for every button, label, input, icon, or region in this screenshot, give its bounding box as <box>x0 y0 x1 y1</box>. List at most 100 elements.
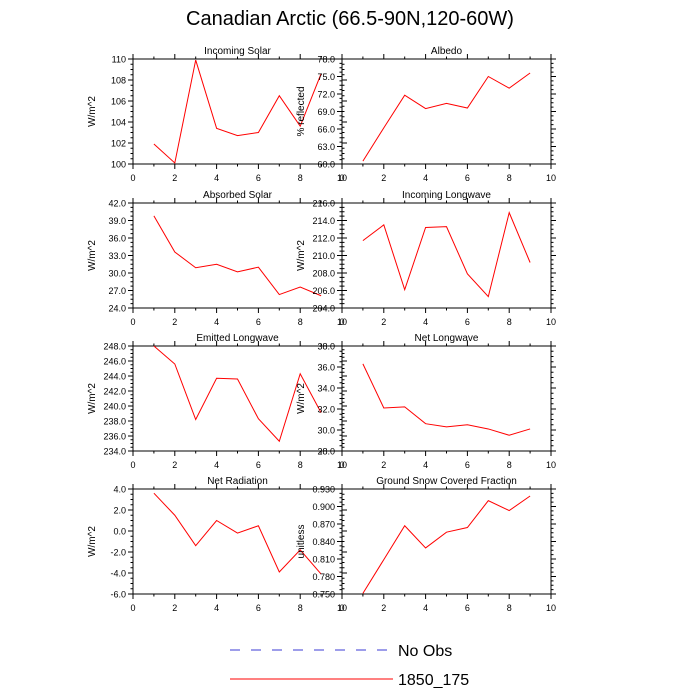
x-tick-label: 2 <box>381 603 386 613</box>
x-tick-label: 6 <box>256 603 261 613</box>
page-title: Canadian Arctic (66.5-90N,120-60W) <box>186 8 514 30</box>
y-tick-label: -4.0 <box>110 569 126 579</box>
y-tick-label: 0.930 <box>312 485 335 495</box>
panel-title: Albedo <box>431 46 463 57</box>
x-tick-label: 4 <box>423 173 428 183</box>
y-tick-label: 27.0 <box>108 286 126 296</box>
y-axis-label: W/m^2 <box>87 96 98 127</box>
y-tick-label: 248.0 <box>103 342 126 352</box>
y-tick-label: 0.750 <box>312 590 335 600</box>
y-tick-label: 0.810 <box>312 555 335 565</box>
x-tick-label: 4 <box>214 603 219 613</box>
x-tick-label: 0 <box>339 460 344 470</box>
y-tick-label: 246.0 <box>103 357 126 367</box>
y-tick-label: 0.900 <box>312 502 335 512</box>
x-tick-label: 2 <box>172 173 177 183</box>
x-tick-label: 8 <box>298 460 303 470</box>
y-tick-label: 106 <box>111 97 126 107</box>
y-tick-label: 0.840 <box>312 537 335 547</box>
x-tick-label: 6 <box>465 460 470 470</box>
x-tick-label: 0 <box>339 173 344 183</box>
series-line <box>153 59 322 164</box>
series-line <box>362 72 531 162</box>
x-tick-label: 6 <box>465 603 470 613</box>
y-tick-label: 236.0 <box>103 432 126 442</box>
x-tick-label: 10 <box>546 460 556 470</box>
y-tick-label: 206.0 <box>312 286 335 296</box>
y-tick-label: 240.0 <box>103 402 126 412</box>
y-tick-label: 63.0 <box>317 142 335 152</box>
x-tick-label: 0 <box>339 603 344 613</box>
x-tick-label: 6 <box>465 173 470 183</box>
y-tick-label: 42.0 <box>108 199 126 209</box>
x-tick-label: 2 <box>172 460 177 470</box>
x-tick-label: 6 <box>256 317 261 327</box>
series-line <box>153 215 322 297</box>
series-line <box>362 495 531 594</box>
y-tick-label: 234.0 <box>103 447 126 457</box>
y-tick-label: 210.0 <box>312 251 335 261</box>
x-tick-label: 10 <box>546 173 556 183</box>
y-tick-label: 214.0 <box>312 216 335 226</box>
x-tick-label: 4 <box>423 603 428 613</box>
x-tick-label: 2 <box>381 173 386 183</box>
x-tick-label: 10 <box>337 173 347 183</box>
chart-panel-1: Incoming Solar W/m^2 0 2 4 6 8 10 100 102 104 106 10… <box>87 46 347 183</box>
x-tick-label: 8 <box>298 173 303 183</box>
y-tick-label: 104 <box>111 118 126 128</box>
x-tick-label: 0 <box>339 317 344 327</box>
chart-panel-5: Emitted Longwave W/m^2 0 2 4 6 8 10 234.0 236.0 23… <box>87 333 347 470</box>
y-tick-label: 60.0 <box>317 160 335 170</box>
y-axis-label: W/m^2 <box>87 383 98 414</box>
panel-title: Absorbed Solar <box>203 190 273 201</box>
x-tick-label: 6 <box>465 317 470 327</box>
y-tick-label: -2.0 <box>110 548 126 558</box>
series-line <box>153 345 322 443</box>
x-tick-label: 4 <box>423 460 428 470</box>
panel-title: Incoming Solar <box>204 46 271 57</box>
x-tick-label: 2 <box>172 603 177 613</box>
y-tick-label: 34.0 <box>317 384 335 394</box>
panel-title: Net Longwave <box>415 333 479 344</box>
legend-label: 1850_175 <box>398 672 469 689</box>
y-axis-label: W/m^2 <box>296 240 307 271</box>
y-tick-label: 242.0 <box>103 387 126 397</box>
y-axis-label: W/m^2 <box>296 383 307 414</box>
x-tick-label: 2 <box>381 317 386 327</box>
y-tick-label: 110 <box>112 55 126 65</box>
x-tick-label: 10 <box>546 603 556 613</box>
y-tick-label: 212.0 <box>312 234 335 244</box>
x-tick-label: 6 <box>256 173 261 183</box>
x-tick-label: 8 <box>507 173 512 183</box>
x-tick-label: 0 <box>130 460 135 470</box>
y-axis-label: W/m^2 <box>87 240 98 271</box>
y-axis-label: unitless <box>296 525 307 559</box>
panel-title: Net Radiation <box>207 476 268 487</box>
y-tick-label: 32.0 <box>317 405 335 415</box>
y-tick-label: 30.0 <box>317 426 335 436</box>
x-tick-label: 0 <box>130 317 135 327</box>
x-tick-label: 2 <box>381 460 386 470</box>
y-tick-label: 75.0 <box>317 72 335 82</box>
y-tick-label: 33.0 <box>108 251 126 261</box>
series-line <box>362 363 531 436</box>
x-tick-label: 0 <box>130 173 135 183</box>
x-tick-label: 8 <box>507 317 512 327</box>
chart-panel-8: Ground Snow Covered Fraction unitless 0 2 4 6… <box>296 476 556 613</box>
y-tick-label: 39.0 <box>108 216 126 226</box>
y-tick-label: 36.0 <box>317 363 335 373</box>
x-tick-label: 4 <box>214 317 219 327</box>
x-tick-label: 10 <box>337 460 347 470</box>
x-tick-label: 10 <box>337 317 347 327</box>
y-tick-label: 204.0 <box>312 304 335 314</box>
x-tick-label: 0 <box>130 603 135 613</box>
y-tick-label: 2.0 <box>113 506 126 516</box>
y-tick-label: 36.0 <box>108 234 126 244</box>
y-axis-label: W/m^2 <box>87 526 98 557</box>
y-tick-label: 66.0 <box>317 125 335 135</box>
x-tick-label: 8 <box>298 317 303 327</box>
y-tick-label: 28.0 <box>317 447 335 457</box>
y-tick-label: 216.0 <box>312 199 335 209</box>
